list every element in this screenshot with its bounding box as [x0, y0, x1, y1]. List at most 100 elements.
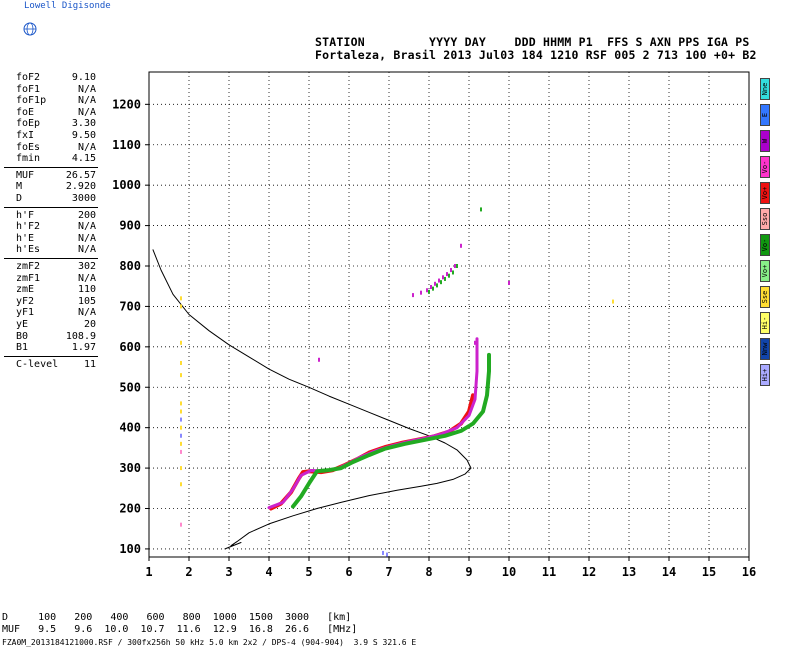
echo-point [430, 285, 432, 290]
param-value: N/A [77, 95, 96, 107]
legend-label: Vo- [761, 238, 769, 252]
legend-item: Vo+ [760, 182, 770, 204]
param-name: h'E [16, 232, 35, 244]
param-value: N/A [77, 141, 96, 153]
param-name: zmF1 [16, 272, 41, 284]
echo-point [428, 289, 430, 294]
echo-point [452, 270, 454, 275]
echo-point [448, 273, 450, 278]
x-tick-label: 1 [145, 565, 152, 579]
param-separator [4, 258, 98, 259]
echo-point [180, 401, 182, 406]
echo-point [180, 433, 182, 438]
echo-point [180, 482, 182, 487]
param-name: h'F2 [16, 221, 41, 233]
param-name: foE [16, 106, 35, 118]
plot-frame [148, 71, 750, 558]
legend-item: Nnw [760, 338, 770, 360]
param-name: B1 [16, 342, 29, 354]
x-tick-label: 4 [265, 565, 272, 579]
param-value: 9.50 [71, 130, 96, 141]
logo-text: Lowell Digisonde [24, 1, 111, 11]
param-name: B0 [16, 330, 29, 342]
param-name: zmE [16, 284, 35, 296]
echo-point [454, 264, 456, 268]
echo-point [436, 283, 438, 288]
param-value: N/A [77, 106, 96, 118]
echo-point [318, 357, 320, 362]
param-value: 9.10 [71, 72, 96, 83]
param-separator [4, 166, 98, 168]
param-name: MUF [16, 169, 35, 181]
y-tick-label: 1200 [112, 97, 141, 111]
legend-item: W [760, 130, 770, 152]
echo-point [612, 299, 614, 304]
echo-point [446, 272, 448, 277]
param-name: foEs [16, 141, 41, 153]
legend-label: Sse [761, 290, 769, 304]
param-value: N/A [77, 244, 96, 256]
legend-label: Sso [761, 212, 769, 226]
echo-point [460, 243, 462, 248]
x-tick-label: 10 [502, 565, 516, 579]
param-name: fmin [16, 153, 41, 165]
globe-icon [4, 2, 37, 36]
legend-item: Hi- [760, 312, 770, 334]
muf-table-distance-row: D 100 200 400 600 800 1000 1500 3000 [km… [2, 612, 352, 623]
x-tick-label: 9 [465, 565, 472, 579]
legend-label: Nnw [761, 342, 769, 356]
legend-label: W [761, 138, 769, 144]
echo-point [438, 278, 440, 283]
legend-item: Sse [760, 286, 770, 308]
param-value: 302 [77, 261, 96, 272]
param-value: 105 [77, 295, 96, 307]
echo-point [180, 409, 182, 414]
echo-trace [291, 352, 491, 509]
param-separator [4, 355, 98, 357]
legend-item: Vo- [760, 234, 770, 256]
legend-item: Vo+ [760, 260, 770, 282]
header-line2: Fortaleza, Brasil 2013 Jul03 184 1210 RS… [315, 48, 757, 62]
y-tick-label: 400 [119, 421, 141, 435]
echo-point [382, 550, 384, 555]
y-tick-label: 1000 [112, 178, 141, 192]
echo-point [508, 280, 510, 285]
echo-point [180, 425, 182, 430]
echo-point [412, 293, 414, 298]
legend-item: E [760, 104, 770, 126]
echo-point [180, 296, 182, 301]
param-value: N/A [77, 232, 96, 244]
echo-point [426, 288, 428, 293]
echo-point [440, 280, 442, 285]
param-name: yF1 [16, 307, 35, 319]
param-value: 2.920 [65, 181, 96, 193]
echo-point [180, 361, 182, 365]
param-name: h'F [16, 209, 35, 221]
echo-point [456, 264, 458, 268]
x-tick-label: 5 [305, 565, 312, 579]
param-name: M [16, 181, 23, 193]
echo-point [180, 417, 182, 422]
electron-density-profile-line [152, 249, 472, 550]
y-tick-label: 300 [119, 461, 141, 475]
echo-point [444, 276, 446, 281]
legend-label: Nne [761, 82, 769, 96]
x-tick-label: 13 [622, 565, 636, 579]
param-name: zmF2 [16, 261, 41, 272]
legend-label: E [761, 112, 769, 118]
x-tick-label: 3 [225, 565, 232, 579]
header-line1: STATION YYYY DAY DDD HHMM P1 FFS S AXN P… [315, 35, 750, 49]
echo-point [432, 286, 434, 291]
param-name: foF1p [16, 95, 47, 107]
param-name: foF1 [16, 83, 41, 95]
legend-label: Hi- [761, 316, 769, 330]
param-value: 3000 [71, 193, 96, 204]
echo-point [180, 466, 182, 471]
y-tick-label: 1100 [112, 138, 141, 152]
y-tick-label: 700 [119, 299, 141, 313]
echo-point [442, 275, 444, 280]
param-name: fxI [16, 130, 35, 141]
echo-point [450, 268, 452, 273]
param-separator [4, 206, 98, 208]
